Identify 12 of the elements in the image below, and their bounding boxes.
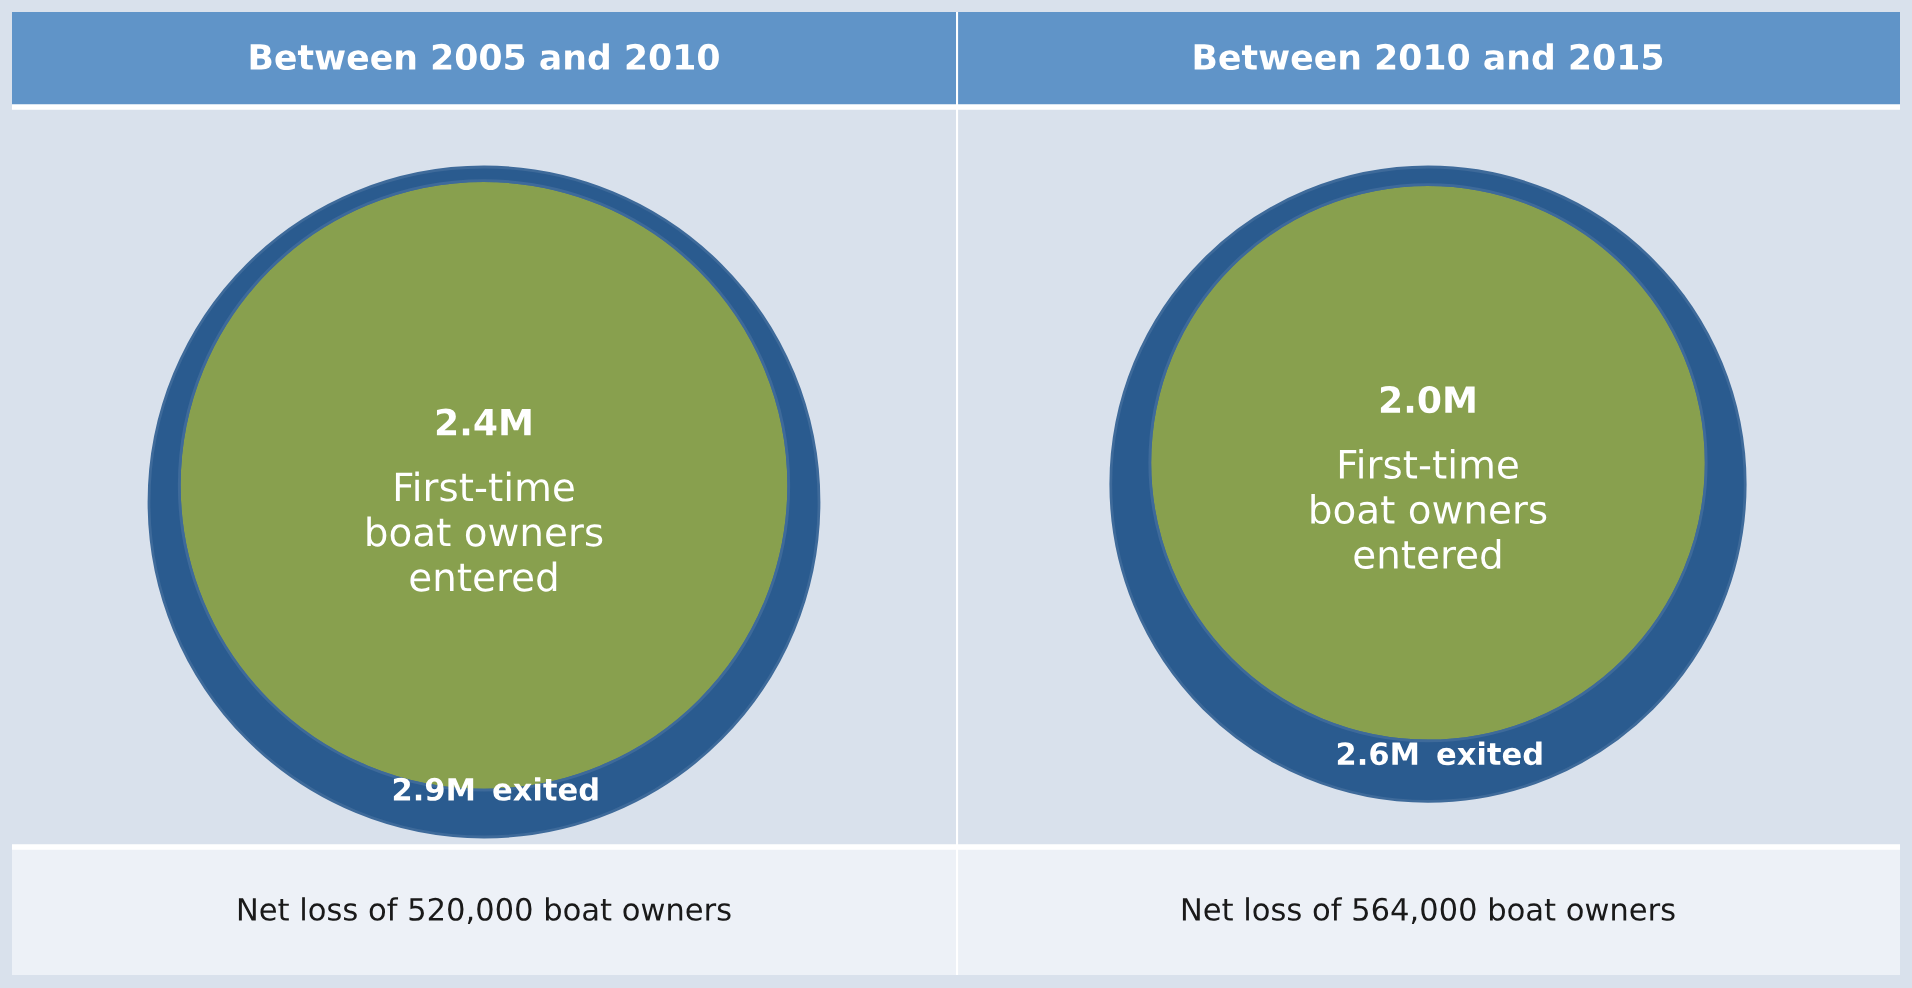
data-label: 2.0M [1380, 385, 1475, 414]
data-label: 2.4M [436, 408, 531, 436]
category-label: exited [493, 777, 598, 801]
category-label: exited [1437, 741, 1542, 766]
category-label: First-time boat owners entered [1311, 448, 1547, 570]
category-label: First-time boat owners entered [367, 471, 603, 592]
data-label: 2.6M [1337, 742, 1418, 766]
text: Net loss of 520,000 boat owners [238, 897, 731, 924]
text: Net loss of 564,000 boat owners [1182, 897, 1675, 924]
text: Between 2005 and 2010 [250, 43, 719, 71]
text: Between 2010 and 2015 [1194, 43, 1663, 71]
data-label: 2.9M [393, 777, 474, 801]
